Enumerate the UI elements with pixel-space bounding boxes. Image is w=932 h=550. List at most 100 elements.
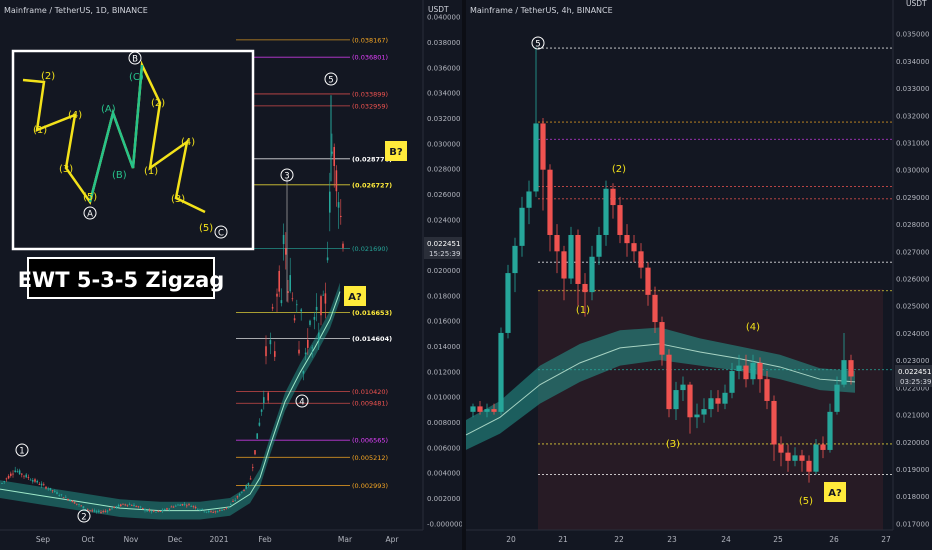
left-candle-body [84,508,87,510]
left-candle-body [269,340,272,345]
left-price-axis[interactable] [423,0,462,530]
left-candle-body [223,509,225,511]
wave-circle-3 [280,168,294,182]
right-candle-body [701,409,707,415]
left-y-tick: 0.026000 [427,191,460,199]
right-candle-body [750,362,756,380]
legend-label-right-5: (5) [199,223,213,234]
left-y-tick: 0.024000 [427,216,460,224]
right-candle-body [638,251,644,268]
left-candle-body [197,508,199,510]
right-wave-label: (2) [612,164,626,175]
legend-circle-A [83,206,97,220]
right-x-tick: 24 [721,535,731,544]
left-candle-body [1,483,3,484]
right-price-tag-countdown: 03:25:39 [900,378,931,386]
left-candle-body [221,509,223,511]
left-candle-body [115,506,118,508]
left-candle-body [278,270,280,292]
box-a [344,286,366,306]
left-candle-body [190,506,192,507]
left-candle-body [249,478,252,480]
right-candle-body [673,390,679,410]
legend-label-A: (A) [101,104,116,115]
left-candle-body [199,509,201,511]
left-candle-body [296,304,298,306]
left-candle-body [263,397,265,404]
wave-circle-1 [15,443,29,457]
left-candle-body [260,409,263,412]
fib-level-label: (0.038167) [352,36,388,44]
left-candle-body [82,506,85,509]
left-candle-body [280,300,283,304]
right-wave-label: (5) [799,496,813,507]
left-candle-body [183,503,186,505]
left-candle-body [104,510,107,512]
left-y-tick: 0.020000 [427,267,460,275]
left-candle-body [322,294,324,296]
left-x-tick-labels: Sep Oct Nov Dec 2021 Feb Mar Apr [36,535,399,544]
left-candle-body [155,511,157,513]
right-y-tick: 0.024000 [896,330,929,338]
right-box-a [824,482,846,502]
wave-circle-label-3: 3 [284,172,289,182]
left-candle-body [95,511,98,513]
left-candle-body [157,510,159,512]
left-y-tick: 0.008000 [427,419,460,427]
left-candle-body [124,504,126,506]
right-y-tick: 0.020000 [896,439,929,447]
right-candle-body [764,379,770,401]
left-y-tick: 0.030000 [427,140,460,148]
left-candle-body [137,506,140,508]
fib-level-label: (0.036801) [352,54,388,62]
left-candle-body [135,505,137,507]
left-candle-body [164,509,166,511]
right-candle-body [631,243,637,252]
left-y-tick: 0.038000 [427,39,460,47]
left-candle-body [58,495,60,496]
left-candle-body [36,480,38,483]
right-y-tick: 0.023000 [896,357,929,365]
left-candle-body [225,507,228,509]
right-currency-label: USDT [906,0,927,8]
left-y-tick: 0.036000 [427,64,460,72]
left-candle-body [122,503,124,505]
left-x-tick: Nov [124,535,139,544]
left-wave-labels: 1 2 3 4 5 [15,72,338,523]
left-y-tick-labels: 0.040000 0.038000 0.036000 0.034000 0.032000… [427,14,463,529]
left-y-tick: 0.014000 [427,343,460,351]
right-y-tick: 0.019000 [896,466,929,474]
legend-label-right-3: (3) [171,194,185,205]
left-candle-body [56,492,58,494]
legend-circle-C [214,225,228,239]
left-candle-body [241,491,243,493]
left-candle-body [333,147,335,167]
right-candle-body [512,245,518,274]
left-candle-body [265,346,267,357]
left-candle-body [192,505,195,507]
left-candle-body [214,511,217,513]
legend-label-left-4: (4) [68,110,82,121]
left-x-tick: Oct [82,535,95,544]
left-candle-body [49,487,52,491]
left-candle-body [307,339,309,348]
panel-divider[interactable] [462,0,466,550]
left-candle-body [5,478,8,480]
left-ma-band-area [0,282,340,520]
right-price-tag-value: 0.022451 [898,368,931,376]
right-candle-body [561,251,567,279]
ewt-banner-text: EWT 5-3-5 Zigzag [18,268,225,292]
left-price-tag-value: 0.022451 [427,240,460,248]
left-candle-body [177,504,179,506]
left-y-tick: 0.012000 [427,368,460,376]
right-candle-body [687,384,693,418]
right-candle-body [540,123,546,170]
left-candle-body [113,506,115,508]
right-candle-body [624,234,630,244]
left-candle-body [80,505,82,507]
left-candle-body [208,510,210,513]
right-candles [470,47,854,483]
legend-circle-C-text: C [218,229,224,239]
left-fib-levels: (0.038167) (0.036801) (0.033899) (0.032959)… [236,36,392,490]
